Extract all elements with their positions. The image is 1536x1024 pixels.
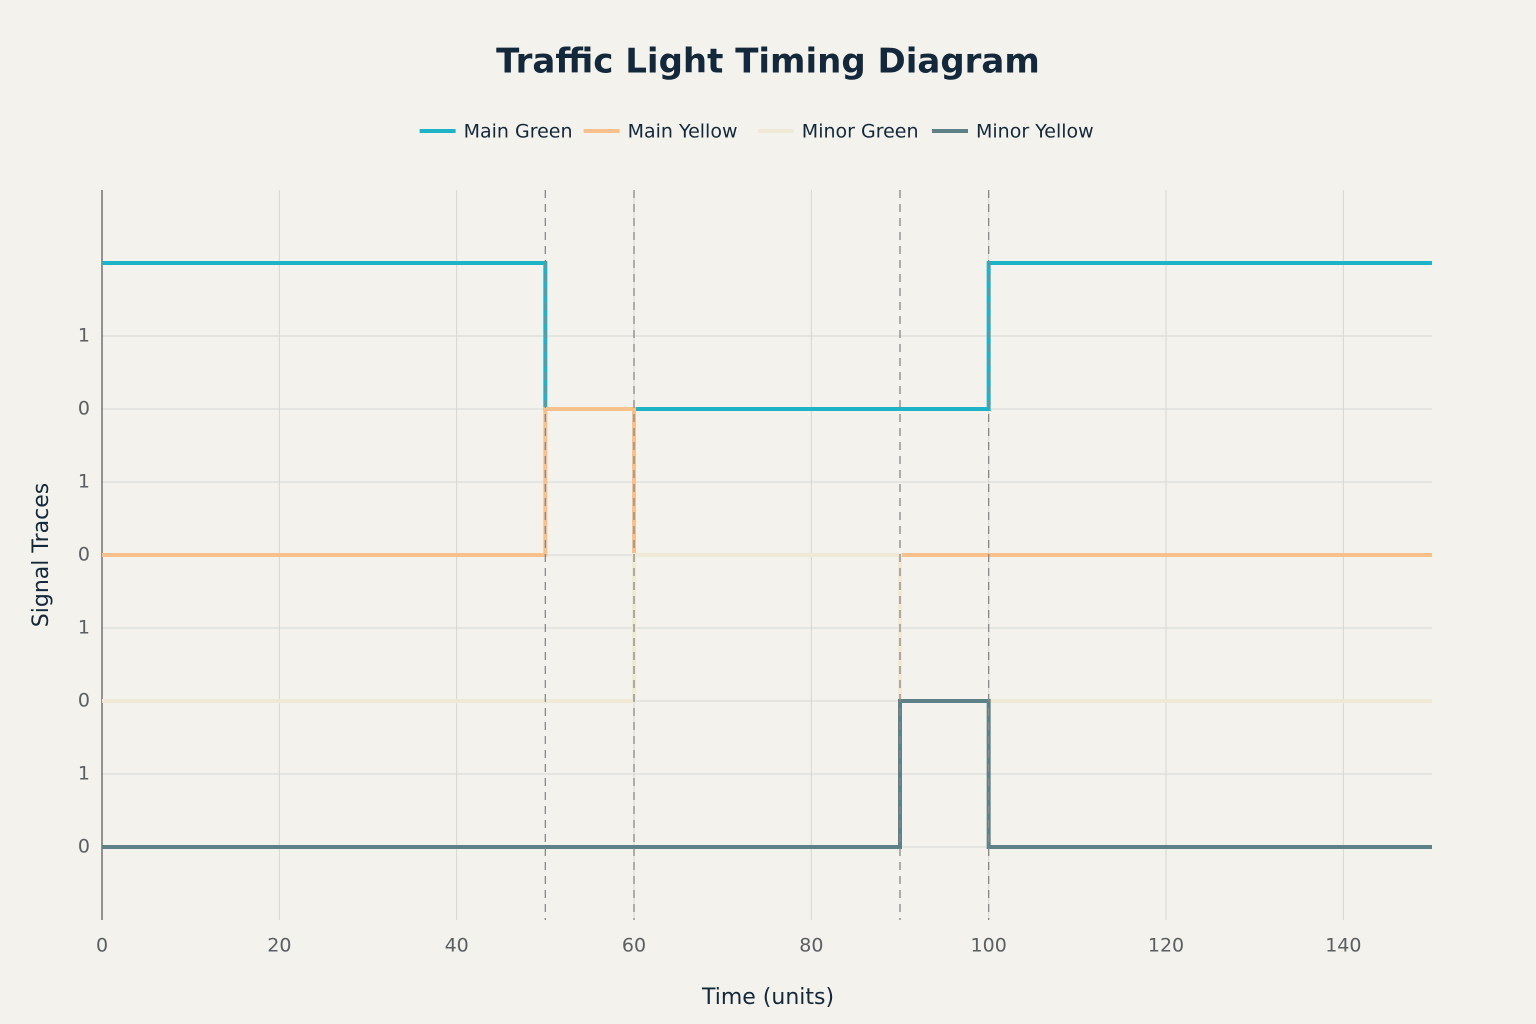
x-axis-title: Time (units) xyxy=(701,985,834,1010)
legend-label: Minor Green xyxy=(802,121,919,143)
y-tick-label: 1 xyxy=(78,617,90,639)
x-tick-label: 80 xyxy=(799,935,823,957)
legend-label: Main Yellow xyxy=(628,121,738,143)
x-tick-label: 60 xyxy=(622,935,646,957)
y-tick-label: 0 xyxy=(78,836,90,858)
x-tick-label: 140 xyxy=(1325,935,1361,957)
x-tick-label: 0 xyxy=(96,935,108,957)
signal-line xyxy=(102,699,1432,849)
signal-line xyxy=(102,261,1432,411)
y-tick-label: 1 xyxy=(78,325,90,347)
legend-label: Main Green xyxy=(464,121,573,143)
legend-label: Minor Yellow xyxy=(976,121,1094,143)
x-tick-label: 20 xyxy=(267,935,291,957)
chart-title: Traffic Light Timing Diagram xyxy=(496,42,1040,82)
y-tick-label: 1 xyxy=(78,763,90,785)
y-tick-label: 0 xyxy=(78,690,90,712)
x-tick-label: 40 xyxy=(445,935,469,957)
y-tick-label: 0 xyxy=(78,398,90,420)
y-tick-label: 1 xyxy=(78,471,90,493)
x-tick-label: 120 xyxy=(1148,935,1184,957)
x-tick-label: 100 xyxy=(971,935,1007,957)
y-tick-label: 0 xyxy=(78,544,90,566)
y-axis-title: Signal Traces xyxy=(29,483,54,627)
